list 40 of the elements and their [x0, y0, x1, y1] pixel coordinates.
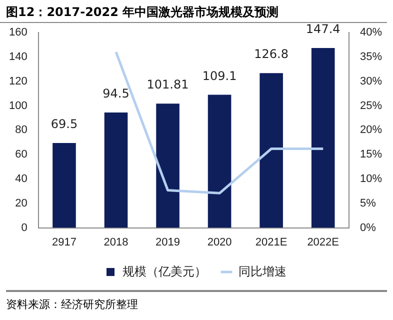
data-label: 101.81 — [146, 78, 189, 92]
x-tick-label: 2917 — [52, 236, 76, 248]
bar — [260, 73, 283, 228]
x-tick-label: 2018 — [104, 236, 128, 248]
y-tick-label: 60 — [15, 148, 28, 161]
bar — [311, 48, 335, 228]
legend-label: 规模（亿美元） — [122, 264, 206, 278]
y-tick-label: 100 — [8, 100, 28, 112]
bar — [104, 112, 128, 228]
data-label: 126.8 — [254, 47, 289, 62]
y2-tick-label: 0% — [360, 222, 376, 234]
x-tick-label: 2022E — [307, 236, 340, 248]
y-tick-label: 140 — [8, 51, 28, 64]
y2-tick-label: 40% — [360, 26, 382, 39]
y2-tick-label: 35% — [360, 51, 382, 64]
data-label: 69.5 — [50, 117, 78, 132]
y-tick-label: 0 — [21, 222, 28, 234]
data-label: 94.5 — [102, 86, 130, 101]
text: 资料来源：经济研究所整理 — [6, 290, 387, 312]
y-tick-label: 80 — [15, 124, 28, 136]
data-label: 147.4 — [306, 22, 340, 36]
y-tick-label: 120 — [8, 75, 28, 88]
y-tick-label: 160 — [8, 26, 28, 39]
legend-label: 同比增速 — [238, 264, 286, 278]
y2-tick-label: 5% — [360, 197, 376, 210]
y2-tick-label: 25% — [360, 100, 382, 112]
y2-tick-label: 10% — [360, 173, 382, 186]
y-tick-label: 40 — [15, 173, 28, 186]
x-tick-label: 2019 — [156, 236, 180, 248]
bar — [208, 94, 232, 228]
y2-tick-label: 20% — [360, 124, 382, 136]
x-tick-label: 2021E — [255, 236, 288, 248]
data-label: 109.1 — [202, 68, 237, 83]
bar — [52, 143, 76, 228]
y2-tick-label: 30% — [360, 75, 382, 88]
chart-title: 图12：2017-2022 年中国激光器市场规模及预测 — [0, 0, 387, 23]
y-tick-label: 20 — [15, 197, 28, 210]
x-tick-label: 2020 — [207, 236, 232, 248]
bar — [156, 104, 180, 228]
y2-tick-label: 15% — [360, 148, 382, 161]
